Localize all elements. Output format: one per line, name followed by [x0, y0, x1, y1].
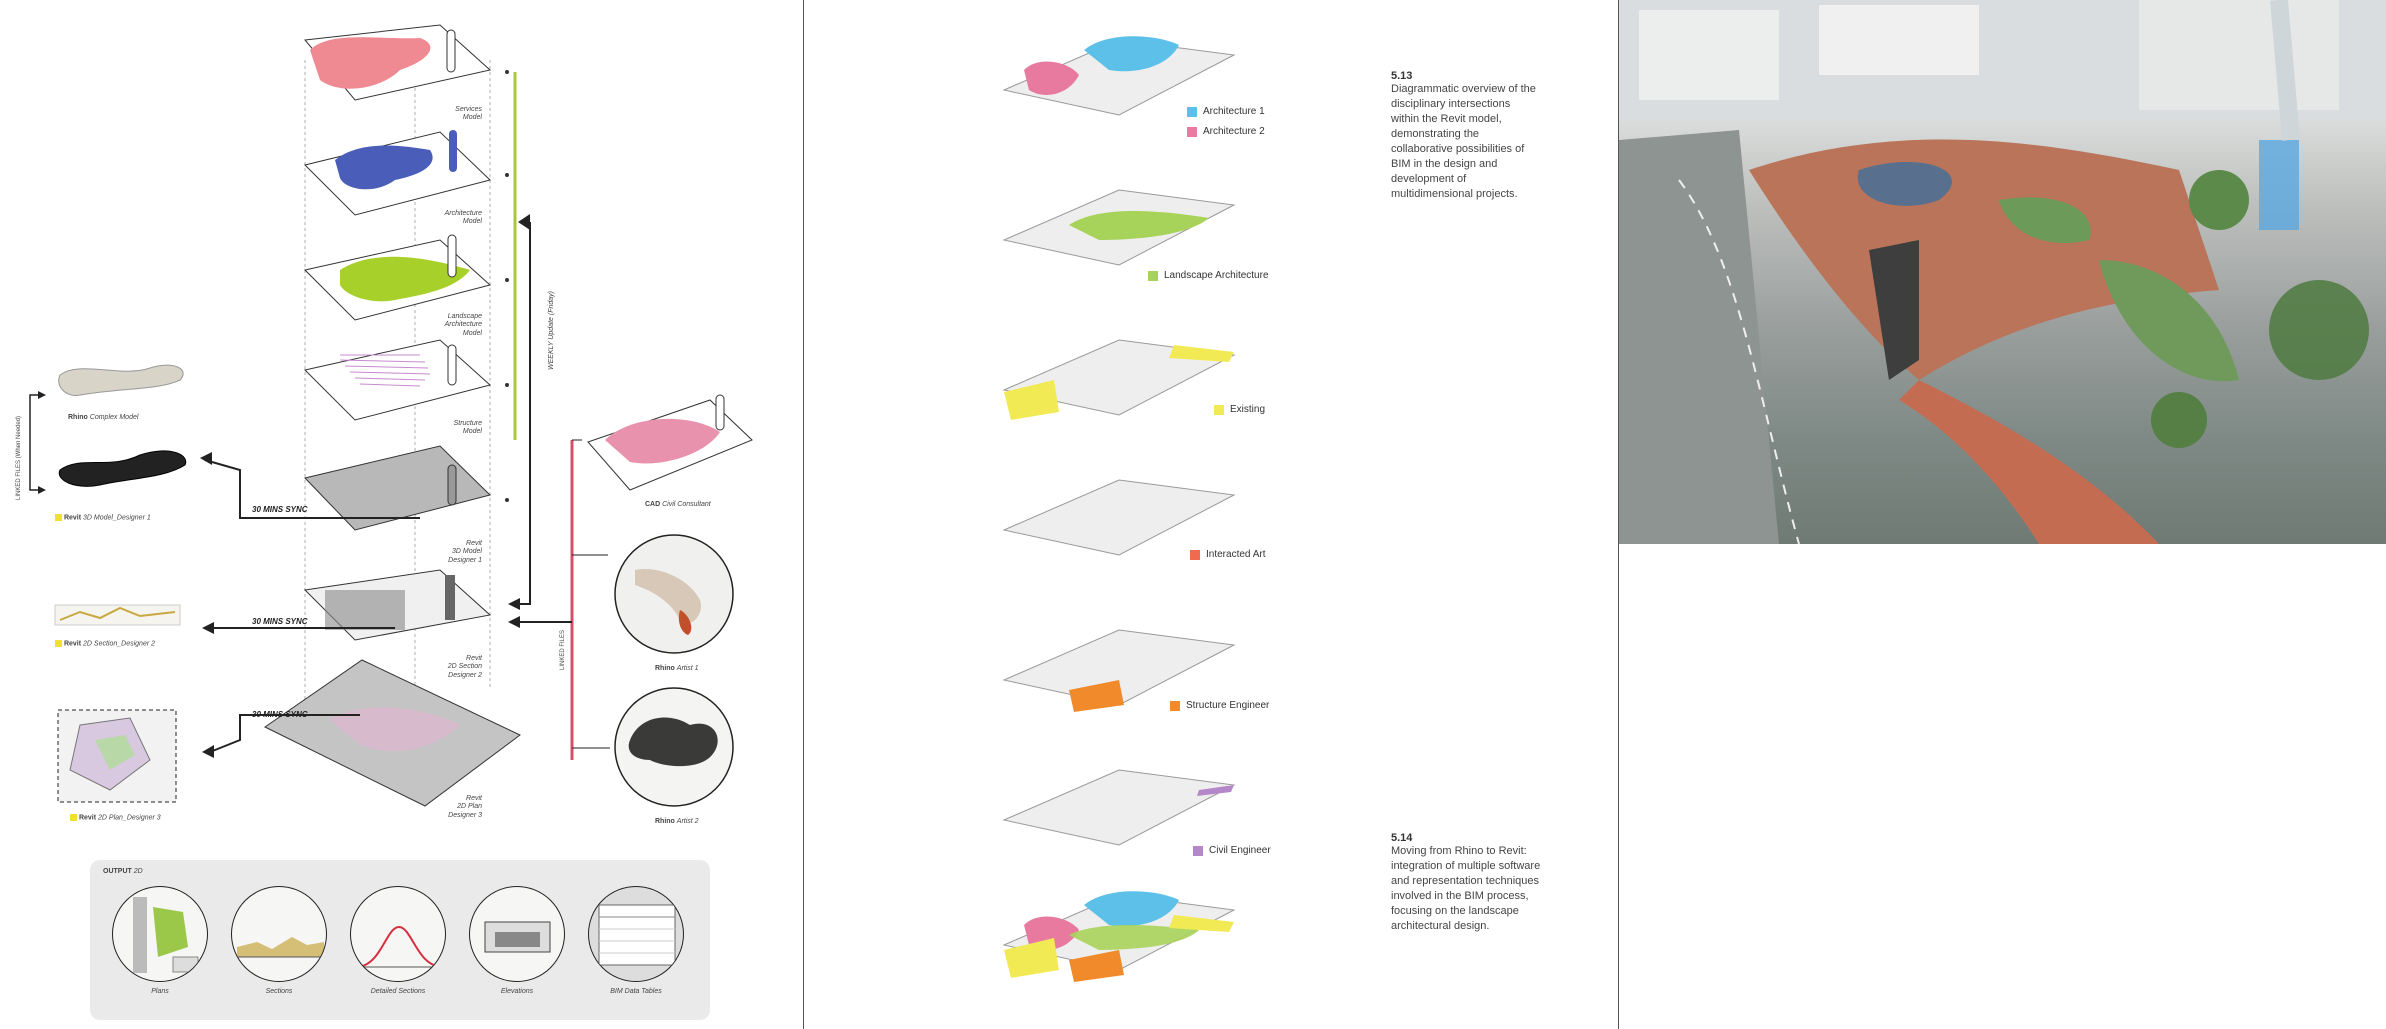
- legend-swatch-existing: [1214, 404, 1224, 415]
- left-item-rhino-complex: Rhino Complex Model: [68, 414, 139, 421]
- view-architecture: [1002, 36, 1236, 116]
- caption-5-14: 5.14 Moving from Rhino to Revit: integra…: [1391, 832, 1541, 934]
- output-elevations: Elevations: [469, 886, 565, 995]
- output-bim-data-tables: BIM Data Tables: [588, 886, 684, 995]
- view-structure: [1002, 629, 1236, 712]
- divider-right: [1618, 0, 1619, 1029]
- middle-panel: Architecture 1 Architecture 2 Landscape …: [804, 0, 1618, 1029]
- view-combined: [1002, 891, 1236, 982]
- weekly-update-label: WEEKLY Update (Friday): [548, 291, 555, 370]
- view-existing: [1002, 339, 1236, 420]
- output-detailed-sections: Detailed Sections: [350, 886, 446, 995]
- view-landscape: [1002, 189, 1236, 266]
- legend-architecture-2: Architecture 2: [1187, 126, 1265, 137]
- revit-3d-layer: [304, 445, 491, 531]
- legend-swatch-landscape-architecture: [1148, 270, 1158, 281]
- view-interacted-art: [1002, 479, 1236, 556]
- aerial-render-image: [1619, 0, 2386, 544]
- left-item-revit-plan: Revit 2D Plan_Designer 3: [70, 814, 161, 823]
- caption-5-13-number: 5.13: [1391, 70, 1413, 82]
- layer-label-revit-plan: Revit 2D Plan Designer 3: [448, 795, 482, 819]
- layer-label-landscape: Landscape Architecture Model: [444, 313, 482, 337]
- sync-label-3d: 30 MINS SYNC: [252, 505, 308, 514]
- aerial-render-drawing: [1619, 0, 2386, 544]
- output-sections: Sections: [231, 886, 327, 995]
- output-title: OUTPUT 2D: [103, 868, 143, 875]
- legend-swatch-architecture-1: [1187, 106, 1197, 117]
- output-label-sections: Sections: [265, 988, 293, 995]
- sync-label-plan: 30 MINS SYNC: [252, 710, 308, 719]
- left-item-revit-section: Revit 2D Section_Designer 2: [55, 640, 155, 649]
- revit-section-layer: [303, 569, 492, 641]
- right-item-cad-civil: CAD Civil Consultant: [645, 501, 711, 508]
- caption-5-14-number: 5.14: [1391, 832, 1413, 844]
- linked-files-left-label: LINKED FILES (When Needed): [16, 415, 22, 500]
- right-item-rhino-artist-2: Rhino Artist 2: [655, 818, 699, 825]
- services-layer: [304, 24, 492, 101]
- bim-stack-diagram: [29, 24, 753, 807]
- caption-5-14-text: Moving from Rhino to Revit: integration …: [1391, 845, 1541, 932]
- legend-existing: Existing: [1214, 404, 1265, 415]
- legend-architecture-1: Architecture 1: [1187, 106, 1265, 117]
- legend-interacted-art: Interacted Art: [1190, 549, 1265, 560]
- output-panel: OUTPUT 2D Plans Sections Detailed Sectio…: [90, 860, 710, 1020]
- layer-label-revit-3d: Revit 3D Model Designer 1: [448, 540, 482, 564]
- layer-label-services: Services Model: [455, 106, 482, 122]
- output-plans: Plans: [112, 886, 208, 995]
- caption-5-13: 5.13 Diagrammatic overview of the discip…: [1391, 70, 1541, 202]
- plans-thumbnail: [112, 886, 208, 982]
- sync-label-section: 30 MINS SYNC: [252, 617, 308, 626]
- discipline-exploded-views: [1002, 36, 1236, 982]
- legend-swatch-civil-engineer: [1193, 845, 1203, 856]
- divider-left: [803, 0, 804, 1029]
- legend-swatch-structure-engineer: [1170, 700, 1180, 711]
- output-label-elevations: Elevations: [500, 988, 534, 995]
- revit-plan-layer: [264, 659, 521, 807]
- layer-label-revit-section: Revit 2D Section Designer 2: [447, 655, 482, 679]
- detailed-sections-thumbnail: [350, 886, 446, 982]
- elevations-thumbnail: [469, 886, 565, 982]
- legend-civil-engineer: Civil Engineer: [1193, 845, 1271, 856]
- linked-files-right-label: LINKED FILES: [560, 629, 566, 670]
- legend-landscape-architecture: Landscape Architecture: [1148, 270, 1269, 281]
- left-panel: Services Model Architecture Model Landsc…: [0, 0, 803, 1029]
- right-item-rhino-artist-1: Rhino Artist 1: [655, 665, 699, 672]
- architecture-layer: [304, 130, 491, 216]
- output-label-bim-data-tables: BIM Data Tables: [610, 988, 662, 995]
- layer-label-architecture: Architecture Model: [444, 210, 482, 226]
- sections-thumbnail: [231, 886, 327, 982]
- caption-5-13-text: Diagrammatic overview of the disciplinar…: [1391, 83, 1536, 200]
- view-civil: [1002, 769, 1236, 846]
- bim-data-tables-thumbnail: [588, 886, 684, 982]
- legend-swatch-interacted-art: [1190, 549, 1200, 560]
- legend-swatch-architecture-2: [1187, 126, 1197, 137]
- output-label-plans: Plans: [151, 988, 169, 995]
- structure-layer: [304, 339, 492, 421]
- legend-structure-engineer: Structure Engineer: [1170, 700, 1269, 711]
- layer-label-structure: Structure Model: [453, 420, 482, 436]
- landscape-layer: [304, 234, 492, 321]
- output-label-detailed-sections: Detailed Sections: [370, 988, 426, 995]
- left-item-revit-3d: Revit 3D Model_Designer 1: [55, 514, 151, 523]
